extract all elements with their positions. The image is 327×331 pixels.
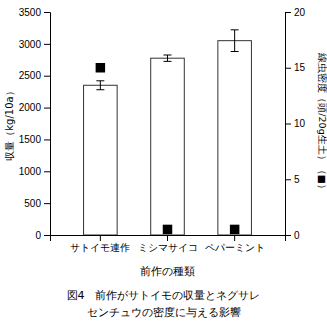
axis-line bbox=[51, 236, 286, 242]
error-bar bbox=[96, 81, 104, 90]
tick-label: サトイモ連作 bbox=[70, 242, 130, 253]
caption: センチュウの密度に与える影響 bbox=[87, 306, 241, 319]
tick-mark bbox=[285, 68, 291, 69]
tick-label: ミシマサイコ bbox=[138, 242, 198, 253]
tick-mark bbox=[44, 203, 50, 204]
tick-mark bbox=[44, 139, 50, 140]
tick-mark bbox=[44, 171, 50, 172]
tick-mark bbox=[234, 235, 235, 241]
x-axis-title: 前作の種類 bbox=[140, 265, 195, 277]
tick: 0 bbox=[285, 230, 300, 241]
chart: 0 500 1000 1500 2000 2500 3000 3500 0 5 10 15 20 サトイモ… bbox=[0, 0, 327, 331]
error-bar bbox=[96, 64, 104, 71]
tick: 0 bbox=[35, 230, 50, 241]
tick-mark bbox=[44, 12, 50, 13]
tick-label: 3000 bbox=[19, 39, 42, 50]
series bbox=[84, 30, 252, 235]
tick-label: 3500 bbox=[19, 7, 42, 18]
y-axis: 0 500 1000 1500 2000 2500 3000 3500 bbox=[19, 7, 51, 241]
tick: 15 bbox=[285, 62, 306, 73]
error-bar bbox=[164, 228, 172, 231]
tick-mark bbox=[285, 179, 291, 180]
tick-label: ペパーミント bbox=[205, 242, 265, 253]
tick-mark bbox=[44, 108, 50, 109]
tick-mark bbox=[44, 235, 50, 236]
tick: 2500 bbox=[19, 70, 50, 81]
tick-label: 10 bbox=[294, 118, 306, 129]
tick: 1500 bbox=[19, 134, 50, 145]
plot: 0 500 1000 1500 2000 2500 3000 3500 0 5 10 15 20 サトイモ… bbox=[19, 7, 306, 253]
tick: 500 bbox=[24, 198, 50, 209]
tick: 10 bbox=[285, 118, 306, 129]
tick-mark bbox=[285, 124, 291, 125]
error-bar bbox=[231, 30, 239, 52]
x-axis: サトイモ連作ミシマサイコペパーミント bbox=[51, 235, 286, 253]
tick-label: 2500 bbox=[19, 70, 42, 81]
tick-label: 1500 bbox=[19, 134, 42, 145]
tick: ペパーミント bbox=[205, 235, 265, 253]
tick-label: 2000 bbox=[19, 102, 42, 113]
tick-label: 20 bbox=[294, 7, 306, 18]
y2-axis: 0 5 10 15 20 bbox=[285, 7, 306, 241]
tick: 2000 bbox=[19, 102, 50, 113]
caption: 図4 前作がサトイモの収量とネグサレ bbox=[67, 289, 261, 302]
tick: 5 bbox=[285, 174, 300, 185]
tick-label: 500 bbox=[24, 198, 41, 209]
point bbox=[96, 63, 105, 72]
bar bbox=[218, 41, 252, 235]
bar bbox=[84, 85, 118, 235]
y2-axis-title: 線虫密度（頭/20g生土）（■） bbox=[317, 52, 327, 193]
axis-line bbox=[286, 13, 292, 236]
tick: 3000 bbox=[19, 39, 50, 50]
tick-mark bbox=[44, 76, 50, 77]
bar bbox=[151, 58, 185, 235]
series bbox=[96, 63, 240, 234]
tick-label: 5 bbox=[294, 174, 300, 185]
tick-mark bbox=[167, 235, 168, 241]
tick: ミシマサイコ bbox=[138, 235, 198, 253]
y-axis-title: 収量（kg/10a） bbox=[4, 86, 15, 160]
point bbox=[163, 225, 172, 234]
tick-mark bbox=[100, 235, 101, 241]
tick-label: 15 bbox=[294, 62, 306, 73]
tick-mark bbox=[285, 12, 291, 13]
tick: 20 bbox=[285, 7, 306, 18]
tick-label: 0 bbox=[35, 230, 41, 241]
tick-label: 0 bbox=[294, 230, 300, 241]
tick: 3500 bbox=[19, 7, 50, 18]
error-bar bbox=[231, 228, 239, 231]
error-bar bbox=[164, 55, 172, 61]
point bbox=[230, 225, 239, 234]
tick-label: 1000 bbox=[19, 166, 42, 177]
tick: サトイモ連作 bbox=[70, 235, 130, 253]
axis-line bbox=[44, 13, 51, 236]
tick: 1000 bbox=[19, 166, 50, 177]
tick-mark bbox=[44, 44, 50, 45]
marks bbox=[84, 30, 252, 235]
